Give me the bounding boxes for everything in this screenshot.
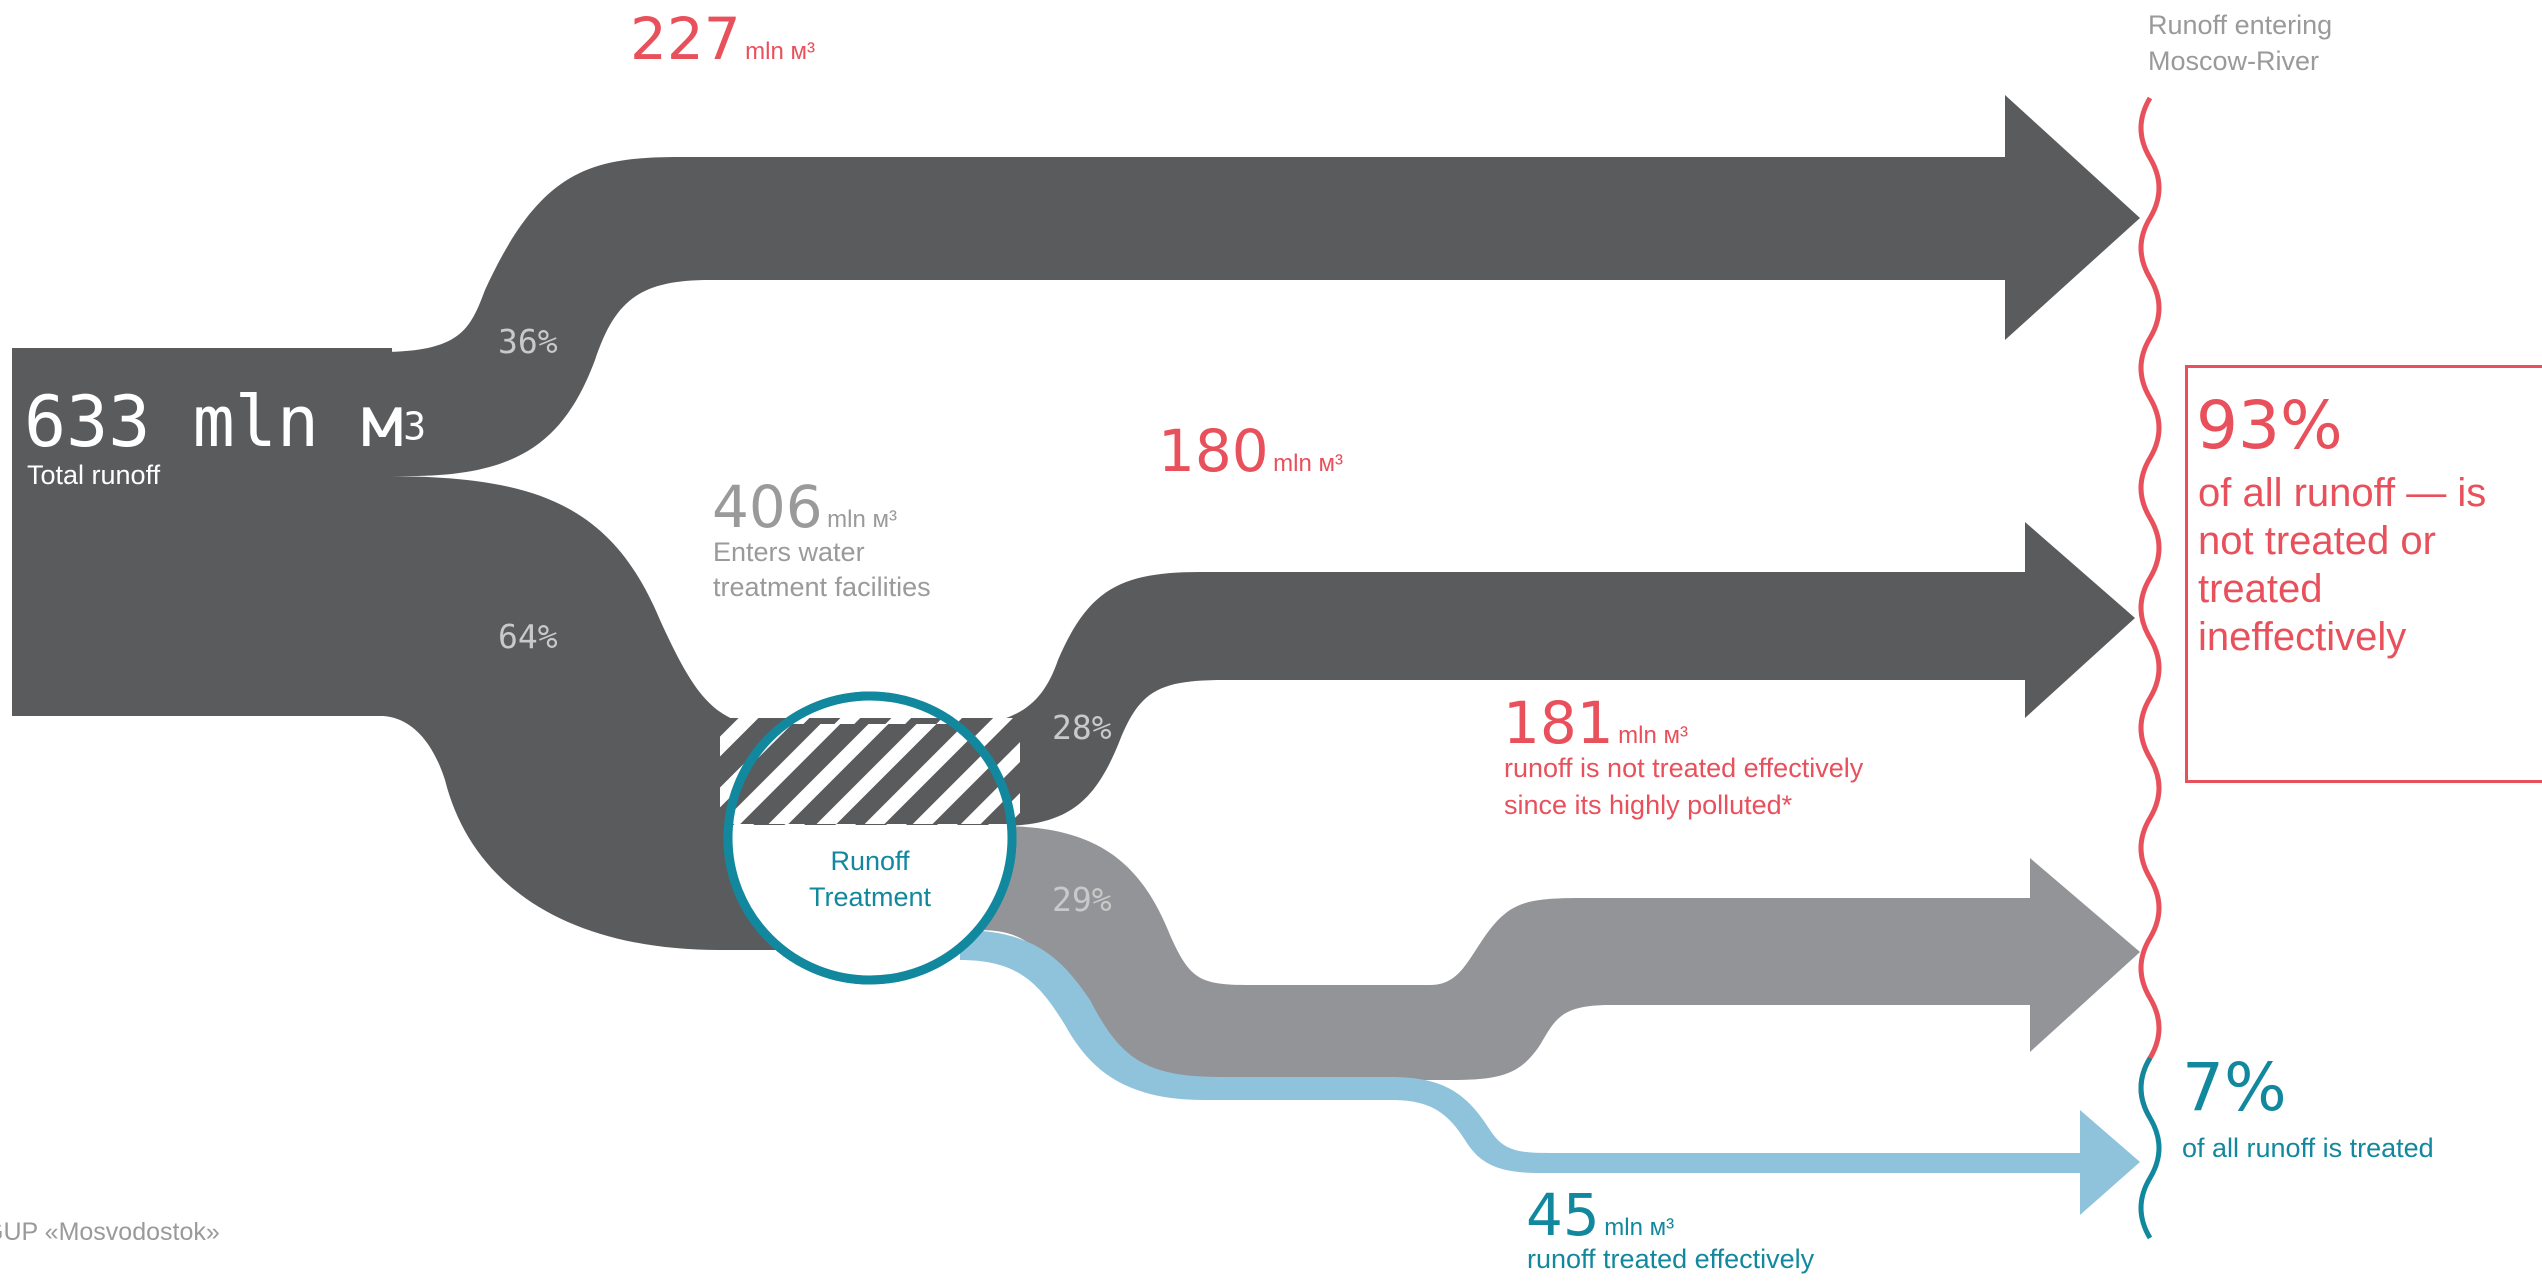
ineffective-flow-number: 181 — [1503, 689, 1614, 757]
treatment-input-unit: mln м³ — [827, 506, 898, 533]
flow-treatment-band — [380, 476, 790, 950]
share-top: 36% — [498, 322, 558, 361]
treatment-input-number: 406 — [712, 473, 823, 541]
flow-middle-band — [925, 522, 2135, 826]
treated-flow-label: runoff treated effectively — [1527, 1244, 1815, 1274]
total-runoff-superscript: 3 — [403, 404, 427, 449]
treated-percent: 7% — [2182, 1049, 2287, 1126]
total-runoff-label: Total runoff — [27, 460, 161, 490]
untreated-summary-box — [2185, 365, 2542, 783]
ineffective-label-1: runoff is not treated effectively — [1504, 753, 1864, 783]
untreated-percent: 93% — [2196, 387, 2343, 464]
treated-flow-unit: mln м³ — [1604, 1214, 1675, 1241]
treatment-label-2: Treatment — [808, 882, 932, 912]
untreated-text-4: ineffectively — [2198, 615, 2407, 659]
total-runoff-number: 633 mln м — [24, 381, 404, 463]
ineffective-flow-value: 181 mln м³ — [1503, 690, 1688, 757]
treated-flow-number: 45 — [1526, 1181, 1600, 1249]
untreated-text-2: not treated or — [2198, 519, 2436, 563]
treatment-hatch-svg — [727, 695, 1013, 981]
treated-summary-label: of all runoff is treated — [2182, 1133, 2434, 1163]
treatment-input-label-1: Enters water — [713, 537, 865, 567]
middle-flow-number: 180 — [1158, 417, 1269, 485]
source-note: GUP «Mosvodostok» — [0, 1218, 220, 1246]
treated-flow-value: 45 mln м³ — [1526, 1182, 1674, 1249]
treatment-label-1: Runoff — [830, 846, 910, 876]
river-line-untreated — [2138, 96, 2162, 1120]
top-flow-value: 227 mln м³ — [630, 6, 815, 73]
middle-flow-unit: mln м³ — [1273, 450, 1344, 477]
ineffective-flow-unit: mln м³ — [1618, 722, 1689, 749]
flow-ineffective-band — [970, 826, 2140, 1080]
untreated-text-1: of all runoff — is — [2198, 471, 2487, 515]
middle-flow-value: 180 mln м³ — [1158, 418, 1343, 485]
total-runoff-value: 633 mln м3 — [24, 382, 426, 463]
top-flow-number: 227 — [630, 5, 741, 73]
untreated-text-3: treated — [2198, 567, 2323, 611]
river-label-1: Runoff entering — [2148, 10, 2333, 40]
flow-treated-band — [960, 930, 2140, 1215]
source-block — [12, 348, 392, 716]
top-flow-unit: mln м³ — [745, 38, 816, 65]
share-ineffective: 29% — [1052, 880, 1112, 919]
share-middle: 28% — [1052, 708, 1112, 747]
river-line-treated — [2138, 1056, 2162, 1240]
treatment-input-value: 406 mln м³ — [712, 474, 897, 541]
flow-top-band — [380, 95, 2140, 476]
river-label-2: Moscow-River — [2148, 46, 2320, 76]
treatment-input-label-2: treatment facilities — [713, 572, 931, 602]
share-treatment: 64% — [498, 617, 558, 656]
ineffective-label-2: since its highly polluted* — [1504, 790, 1793, 820]
